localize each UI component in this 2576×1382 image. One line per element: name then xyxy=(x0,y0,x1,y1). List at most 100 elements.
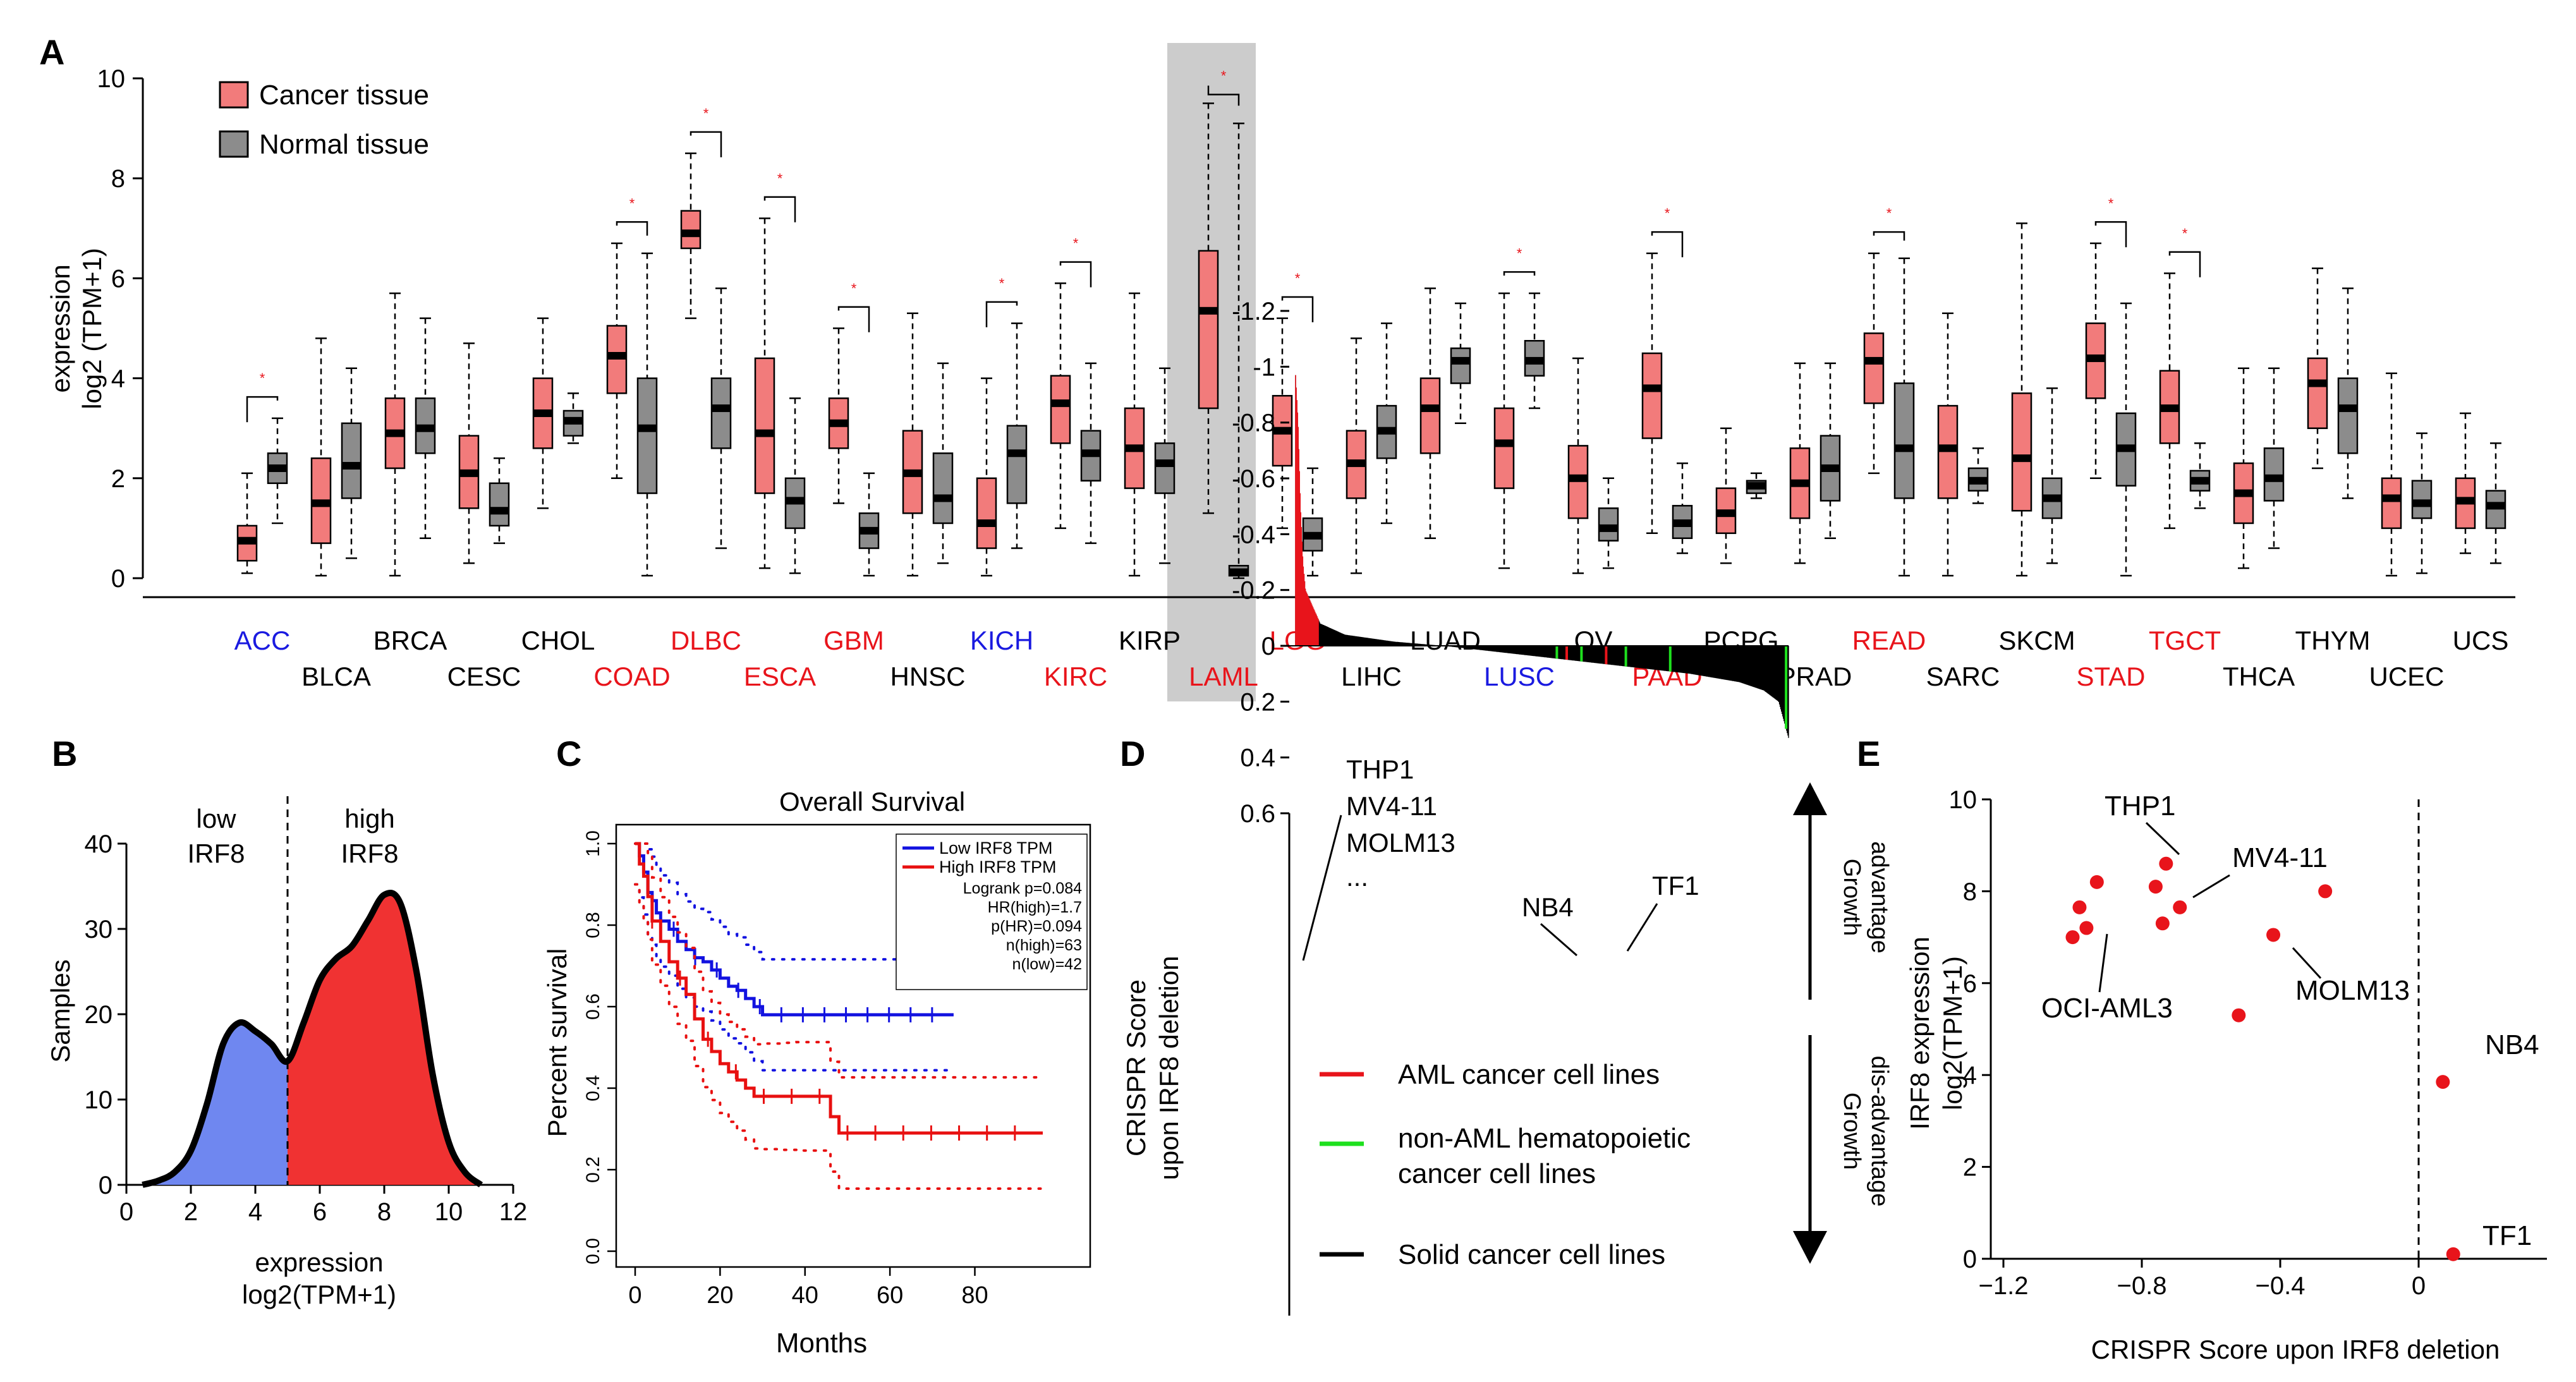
box-group-kirc: * xyxy=(1050,236,1102,544)
cancer-type-labels: ACCBLCABRCACESCCHOLCOADDLBCESCAGBMHNSCKI… xyxy=(234,626,2509,691)
median-bar xyxy=(2338,404,2357,413)
growth-advantage-label-2: advantage xyxy=(1866,841,1893,954)
cancer-label-dlbc: DLBC xyxy=(671,626,741,655)
cancer-label-thca: THCA xyxy=(2223,662,2295,691)
median-bar xyxy=(238,536,257,545)
xtick-label: −0.4 xyxy=(2256,1272,2306,1300)
high-irf8-area xyxy=(288,892,481,1185)
significance-bracket xyxy=(763,196,796,222)
ytick-label: 0.6 xyxy=(583,993,604,1020)
km-legend-high: High IRF8 TPM xyxy=(939,858,1057,876)
ytick-label: 10 xyxy=(97,65,126,93)
scatter-point xyxy=(2436,1075,2450,1089)
median-bar xyxy=(681,229,700,238)
box xyxy=(1863,332,1885,404)
mv411-pointer xyxy=(2192,874,2230,899)
ytick-label: 20 xyxy=(85,1001,113,1029)
low-label-2: IRF8 xyxy=(187,839,245,868)
box xyxy=(1450,347,1471,384)
panel-c-label: C xyxy=(556,734,581,773)
cancer-label-hnsc: HNSC xyxy=(890,662,965,691)
ytick-label: 8 xyxy=(111,165,125,193)
median-bar xyxy=(755,429,774,437)
cancer-label-kich: KICH xyxy=(970,626,1033,655)
cancer-label-esca: ESCA xyxy=(744,662,816,691)
box xyxy=(1006,425,1028,504)
significance-star: * xyxy=(703,106,709,121)
box-group-esca: * xyxy=(754,171,806,574)
box xyxy=(1198,250,1219,409)
cell-label-molm13: MOLM13 xyxy=(1346,828,1455,858)
scatter-point xyxy=(2155,916,2170,931)
median-bar xyxy=(977,519,996,527)
scatter-label-ociaml3: OCI-AML3 xyxy=(2041,993,2173,1024)
significance-bracket xyxy=(2094,221,2127,248)
scatter-point xyxy=(2232,1008,2246,1022)
significance-bracket xyxy=(1281,296,1314,322)
box xyxy=(341,422,362,499)
median-bar xyxy=(712,404,731,413)
cell-label-thp1: THP1 xyxy=(1346,755,1414,784)
significance-bracket xyxy=(1873,231,1905,241)
ytick-label: 4 xyxy=(1963,1062,1977,1089)
significance-star: * xyxy=(1073,236,1079,252)
ytick-label: -0.8 xyxy=(1232,409,1275,437)
ytick-label: 4 xyxy=(111,365,125,393)
significance-bracket xyxy=(985,301,1018,327)
median-bar xyxy=(2382,494,2401,502)
km-stat-nhigh: n(high)=63 xyxy=(1006,936,1082,954)
nb4-pointer xyxy=(1540,923,1577,957)
box-group-kich: * xyxy=(976,276,1028,577)
box-group-ucec xyxy=(2381,372,2433,577)
box-group-pcpg xyxy=(1715,427,1767,564)
median-bar xyxy=(903,469,922,477)
ociaml3-pointer xyxy=(2098,933,2108,993)
panel-c-title: Overall Survival xyxy=(779,787,965,816)
median-bar xyxy=(2117,444,2136,452)
ytick-label: 30 xyxy=(85,916,113,943)
scatter-point xyxy=(2159,856,2173,871)
panel-b-label: B xyxy=(52,734,77,773)
panel-c-ylabel: Percent survival xyxy=(542,949,572,1137)
panel-a: A 0 2 4 6 8 10 expression log2 (TPM+1) Cancer… xyxy=(39,32,2515,701)
box xyxy=(2337,377,2359,454)
ytick-label: 1.0 xyxy=(583,830,604,857)
panel-e-ylabel-1: IRF8 expression xyxy=(1905,936,1935,1130)
cancer-label-prad: PRAD xyxy=(1778,662,1852,691)
panel-a-label: A xyxy=(39,32,64,72)
cancer-label-cesc: CESC xyxy=(447,662,521,691)
legend-solid-label: Solid cancer cell lines xyxy=(1398,1239,1665,1270)
significance-bracket xyxy=(690,131,722,157)
panel-b-xlabel-2: log2(TPM+1) xyxy=(242,1280,396,1309)
median-bar xyxy=(1081,449,1100,458)
box xyxy=(489,482,510,527)
xtick-label: −0.8 xyxy=(2117,1272,2167,1300)
box xyxy=(932,452,954,524)
cancer-label-chol: CHOL xyxy=(521,626,595,655)
ytick-label: -0.4 xyxy=(1232,521,1275,549)
ytick-label: 0.2 xyxy=(583,1156,604,1183)
box xyxy=(754,357,775,494)
box-group-thym xyxy=(2307,267,2359,499)
cancer-label-brca: BRCA xyxy=(374,626,447,655)
median-bar xyxy=(1895,444,1914,452)
panel-e-ylabel-2: log2(TPM+1) xyxy=(1938,956,1967,1110)
box-group-tgct: * xyxy=(2159,226,2211,530)
median-bar xyxy=(1347,459,1366,468)
km-stat-hr: HR(high)=1.7 xyxy=(988,899,1082,916)
aml-cell-line-bars xyxy=(1295,375,1319,646)
low-irf8-area xyxy=(142,1022,288,1185)
high-label-2: IRF8 xyxy=(341,839,398,868)
median-bar xyxy=(459,469,478,477)
panel-b: B Samples 0 10 20 30 40 0 2 4 6 8 10 12 low IRF8 hi… xyxy=(46,734,527,1309)
median-bar xyxy=(1007,449,1026,458)
median-bar xyxy=(2486,502,2505,510)
box-group-stad: * xyxy=(2085,195,2137,577)
legend-heme-label-1: non-AML hematopoietic xyxy=(1398,1123,1691,1154)
cancer-label-laml: LAML xyxy=(1189,662,1258,691)
significance-star: * xyxy=(629,195,635,211)
legend-heme-label-2: cancer cell lines xyxy=(1398,1158,1596,1189)
box-group-luad xyxy=(1419,287,1471,539)
panel-b-ylabel: Samples xyxy=(46,959,75,1062)
panel-a-ylabel-1: expression xyxy=(46,264,75,392)
